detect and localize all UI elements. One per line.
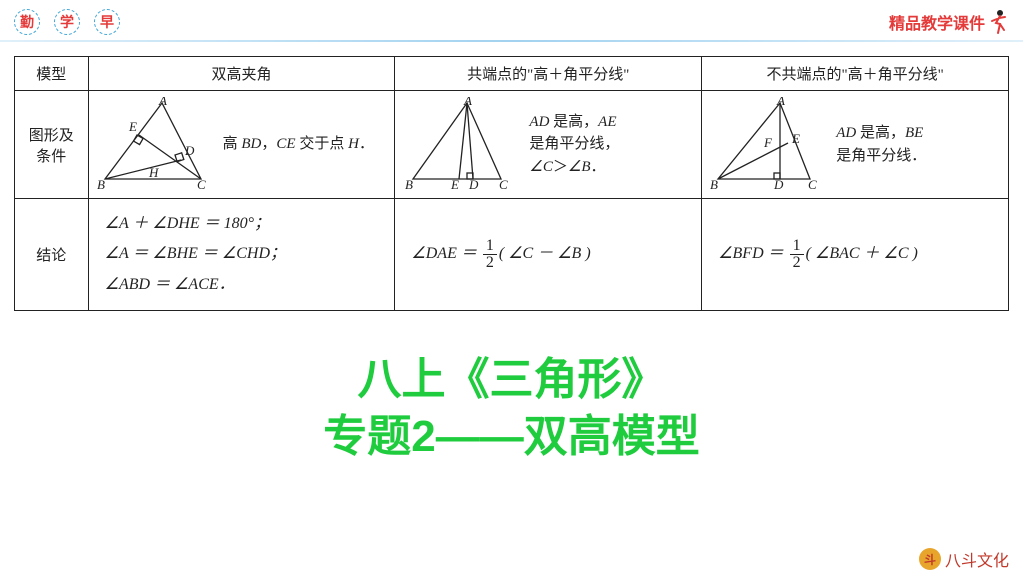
diagram-3: A B C D E F [710, 97, 830, 192]
desc2-t1: 是高， [549, 114, 598, 130]
footer-logo: 斗 八斗文化 [919, 547, 1009, 571]
desc1-m2: CE [276, 136, 295, 152]
conc1-l2: ∠A ＝ ∠BHE ＝ ∠CHD； [105, 239, 379, 269]
frac-half-2: 12 [790, 238, 804, 271]
row-label-model: 模型 [15, 57, 89, 91]
desc2-m3: ∠C [529, 159, 552, 175]
conc2-left: ∠DAE ＝ [411, 245, 480, 262]
desc2-gt: ＞ [553, 159, 568, 175]
desc-3: AD 是高，BE 是角平分线． [836, 122, 1000, 167]
svg-text:B: B [710, 177, 718, 192]
title-line-1: 八上《三角形》 [0, 351, 1023, 408]
row-label-conclusion: 结论 [15, 199, 89, 311]
cell-d2: A B C DE AD 是高，AE 是角平分线， ∠C＞∠B． [395, 91, 702, 199]
col-header-3: 不共端点的"高＋角平分线" [702, 57, 1009, 91]
col-header-2: 共端点的"高＋角平分线" [395, 57, 702, 91]
title-line-2: 专题2——双高模型 [0, 408, 1023, 465]
desc3-m2: BE [905, 125, 923, 141]
conc-1: ∠A ＋ ∠DHE ＝ 180°； ∠A ＝ ∠BHE ＝ ∠CHD； ∠ABD… [88, 199, 395, 311]
svg-text:D: D [184, 143, 195, 158]
badge-qin: 勤 [14, 9, 40, 35]
svg-text:H: H [148, 165, 159, 180]
svg-text:F: F [763, 135, 773, 150]
runner-icon [989, 8, 1009, 36]
svg-text:C: C [499, 177, 508, 192]
conc1-l1: ∠A ＋ ∠DHE ＝ 180°； [105, 209, 379, 239]
table-row-conclusion: 结论 ∠A ＋ ∠DHE ＝ 180°； ∠A ＝ ∠BHE ＝ ∠CHD； ∠… [15, 199, 1009, 311]
desc1-s: 交于点 [296, 136, 349, 152]
desc3-t1: 是高， [856, 125, 905, 141]
svg-text:A: A [776, 97, 785, 108]
badge-xue: 学 [54, 9, 80, 35]
footer-logo-text: 八斗文化 [945, 547, 1009, 571]
desc1-end: ． [359, 136, 374, 152]
desc2-m2: AE [598, 114, 616, 130]
conc-2: ∠DAE ＝ 12( ∠C － ∠B ) [395, 199, 702, 311]
diagram-1: A B C H D E [97, 97, 217, 192]
svg-text:D: D [773, 177, 784, 192]
conc2-right: ( ∠C － ∠B ) [499, 245, 591, 262]
svg-text:B: B [405, 177, 413, 192]
desc3-l2: 是角平分线． [836, 148, 926, 164]
desc-2: AD 是高，AE 是角平分线， ∠C＞∠B． [529, 111, 693, 179]
footer-logo-icon: 斗 [919, 548, 941, 570]
row-label-diagram: 图形及条件 [15, 91, 89, 199]
desc2-m1: AD [529, 114, 549, 130]
desc1-mid: ， [261, 136, 276, 152]
svg-text:D: D [468, 177, 479, 192]
conc3-right: ( ∠BAC ＋ ∠C ) [806, 245, 918, 262]
header-right-text: 精品教学课件 [889, 10, 985, 34]
badge-zao: 早 [94, 9, 120, 35]
title-block: 八上《三角形》 专题2——双高模型 [0, 351, 1023, 465]
cell-d1: ABC HDE 高 BD，CE 交于点 H． [88, 91, 395, 199]
desc-1: 高 BD，CE 交于点 H． [223, 133, 387, 156]
conc1-l3: ∠ABD ＝ ∠ACE． [105, 270, 379, 300]
desc2-dot: ． [591, 159, 606, 175]
diagram-2: A B C DE [403, 97, 523, 192]
desc1-p1: 高 [223, 136, 242, 152]
svg-text:B: B [97, 177, 105, 192]
desc1-m3: H [348, 136, 359, 152]
svg-text:E: E [450, 177, 459, 192]
header-right: 精品教学课件 [889, 8, 1009, 36]
svg-text:A: A [463, 97, 472, 108]
desc2-m4: ∠B [568, 159, 591, 175]
header: 勤 学 早 精品教学课件 [0, 0, 1023, 40]
svg-text:E: E [128, 119, 137, 134]
main-table: 模型 双高夹角 共端点的"高＋角平分线" 不共端点的"高＋角平分线" 图形及条件… [14, 56, 1009, 311]
conc-3: ∠BFD ＝ 12( ∠BAC ＋ ∠C ) [702, 199, 1009, 311]
col-header-1: 双高夹角 [88, 57, 395, 91]
frac-half-1: 12 [483, 238, 497, 271]
table-row-diagram: 图形及条件 ABC HDE 高 B [15, 91, 1009, 199]
divider [0, 40, 1023, 42]
badge-row: 勤 学 早 [14, 9, 120, 35]
conc3-left: ∠BFD ＝ [718, 245, 787, 262]
desc3-m1: AD [836, 125, 856, 141]
cell-d3: A B C D E F AD 是高，BE 是角平分线． [702, 91, 1009, 199]
table-row-header: 模型 双高夹角 共端点的"高＋角平分线" 不共端点的"高＋角平分线" [15, 57, 1009, 91]
svg-text:E: E [791, 131, 800, 146]
desc1-m1: BD [241, 136, 261, 152]
svg-text:A: A [158, 97, 167, 108]
svg-text:C: C [808, 177, 817, 192]
svg-text:C: C [197, 177, 206, 192]
desc2-l2: 是角平分线， [529, 136, 619, 152]
